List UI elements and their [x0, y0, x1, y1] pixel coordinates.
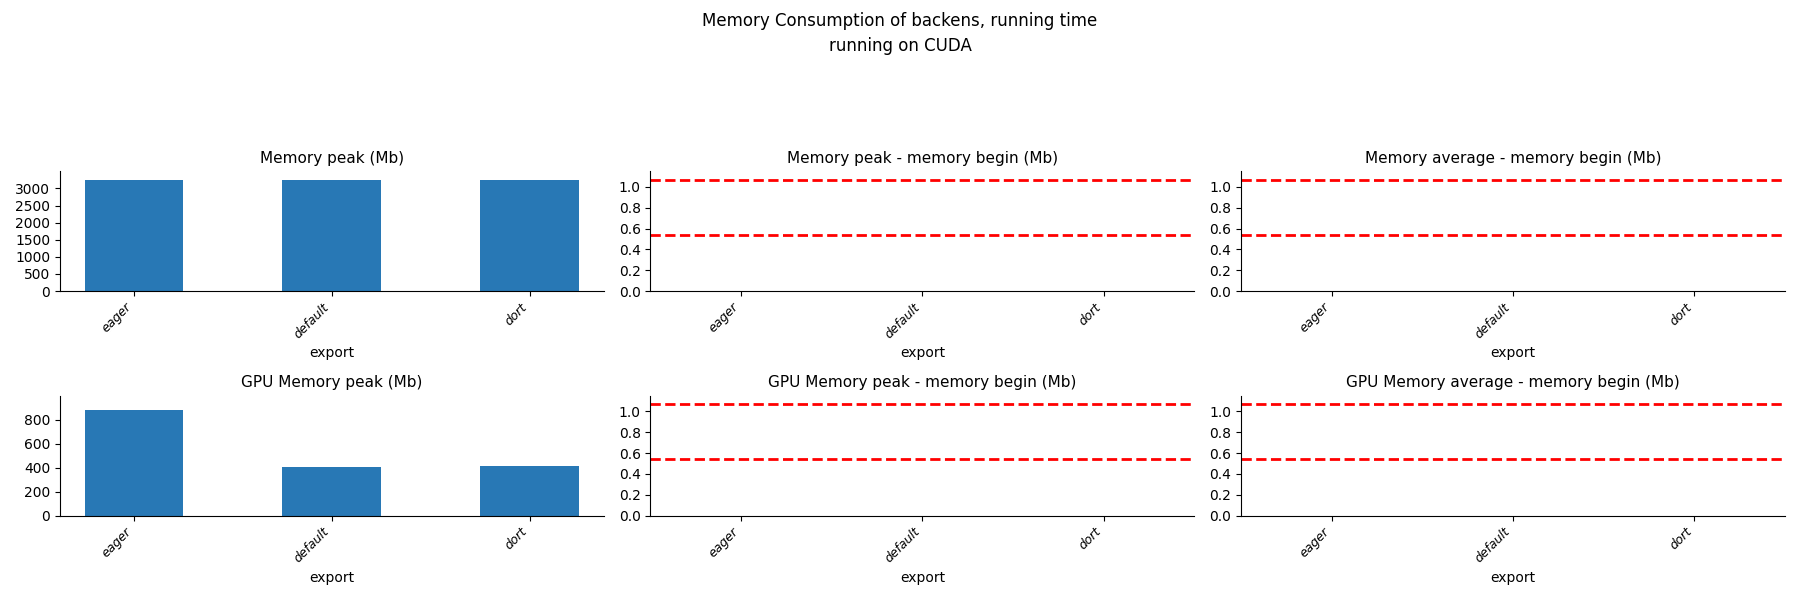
Bar	[85, 410, 184, 515]
Title: Memory average - memory begin (Mb): Memory average - memory begin (Mb)	[1364, 151, 1661, 166]
Title: GPU Memory peak (Mb): GPU Memory peak (Mb)	[241, 376, 423, 391]
X-axis label: export: export	[900, 571, 945, 585]
Title: Memory peak (Mb): Memory peak (Mb)	[259, 151, 403, 166]
Text: Memory Consumption of backens, running time
running on CUDA: Memory Consumption of backens, running t…	[702, 12, 1098, 55]
X-axis label: export: export	[310, 571, 355, 585]
Title: GPU Memory average - memory begin (Mb): GPU Memory average - memory begin (Mb)	[1346, 376, 1679, 391]
X-axis label: export: export	[310, 346, 355, 361]
X-axis label: export: export	[1490, 346, 1535, 361]
Bar	[481, 466, 580, 515]
Bar	[85, 180, 184, 291]
Title: GPU Memory peak - memory begin (Mb): GPU Memory peak - memory begin (Mb)	[769, 376, 1076, 391]
Bar	[481, 180, 580, 291]
Bar	[283, 180, 382, 291]
Title: Memory peak - memory begin (Mb): Memory peak - memory begin (Mb)	[787, 151, 1058, 166]
Bar	[283, 467, 382, 515]
X-axis label: export: export	[900, 346, 945, 361]
X-axis label: export: export	[1490, 571, 1535, 585]
